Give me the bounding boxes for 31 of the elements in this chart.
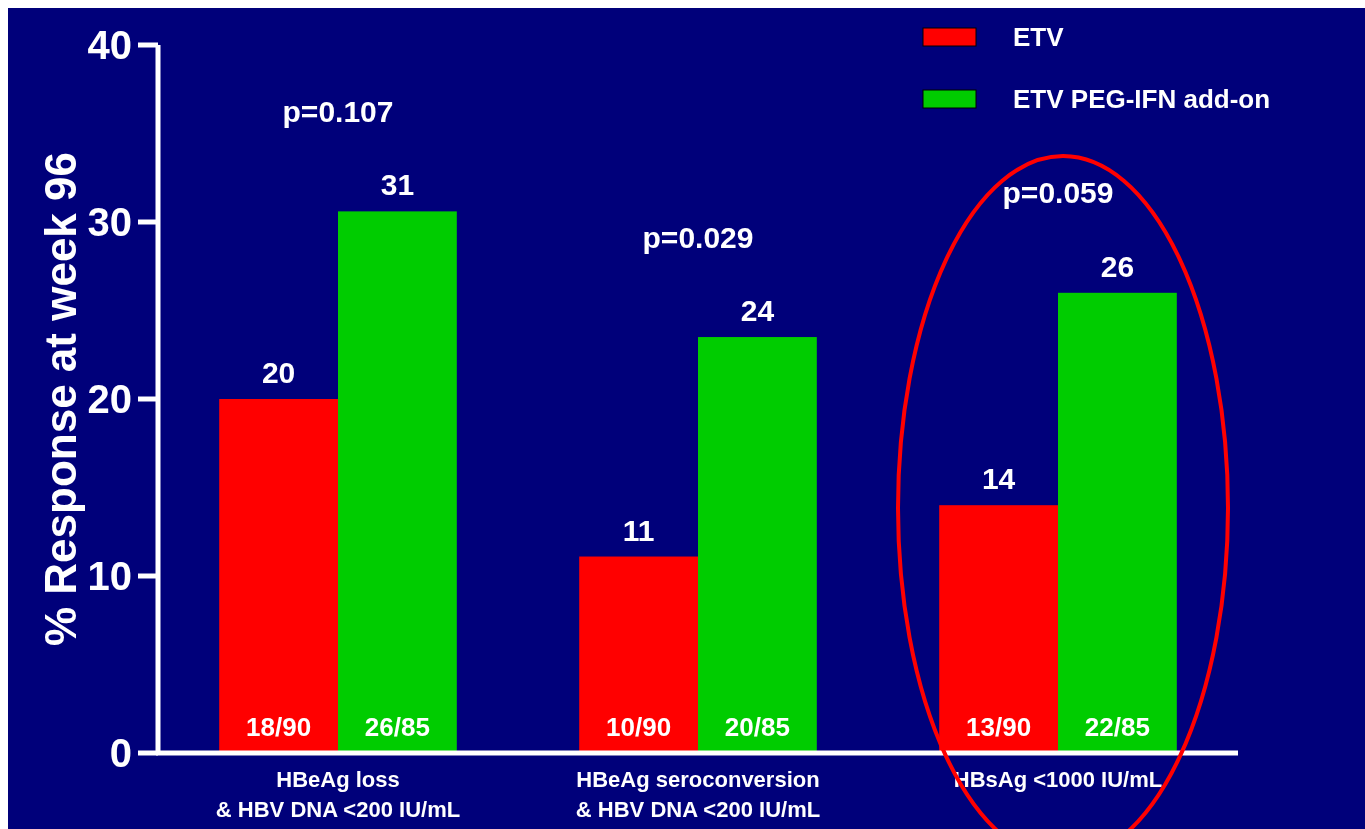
data-label: 24 bbox=[740, 294, 775, 328]
bar bbox=[338, 211, 457, 753]
annotation: p=0.029 bbox=[642, 220, 754, 254]
bar bbox=[698, 337, 817, 753]
y-tick-label: 0 bbox=[109, 731, 132, 775]
bar bbox=[939, 505, 1058, 753]
annotation: 18/90 bbox=[246, 711, 312, 742]
data-label: 20 bbox=[261, 356, 296, 389]
bar bbox=[1058, 292, 1177, 753]
annotation: 26/85 bbox=[364, 711, 430, 742]
y-tick-label: 20 bbox=[87, 377, 132, 421]
annotation: 20/85 bbox=[724, 711, 790, 742]
annotation: 13/90 bbox=[966, 711, 1032, 742]
annotation: p=0.107 bbox=[282, 94, 394, 128]
bar bbox=[579, 556, 698, 753]
y-tick-label: 30 bbox=[87, 200, 132, 244]
y-tick-label: 10 bbox=[87, 554, 132, 598]
legend-label: ETV PEG-IFN add-on bbox=[1013, 84, 1271, 115]
annotation: 10/90 bbox=[606, 711, 672, 742]
annotation: 22/85 bbox=[1084, 711, 1150, 742]
bar bbox=[219, 399, 338, 753]
y-tick-label: 40 bbox=[87, 23, 132, 67]
annotation: p=0.059 bbox=[1002, 176, 1114, 210]
data-label: 11 bbox=[622, 513, 655, 547]
x-tick-label: HBeAg seroconversion & HBV DNA <200 IU/mL bbox=[575, 767, 821, 822]
data-label: 26 bbox=[1100, 249, 1135, 283]
legend-label: ETV bbox=[1013, 22, 1065, 53]
data-label: 31 bbox=[380, 168, 415, 202]
y-axis-title: % Response at week 96 bbox=[36, 151, 85, 647]
data-label: 14 bbox=[981, 462, 1016, 496]
x-tick-label: HBeAg loss & HBV DNA <200 IU/mL bbox=[215, 767, 461, 822]
